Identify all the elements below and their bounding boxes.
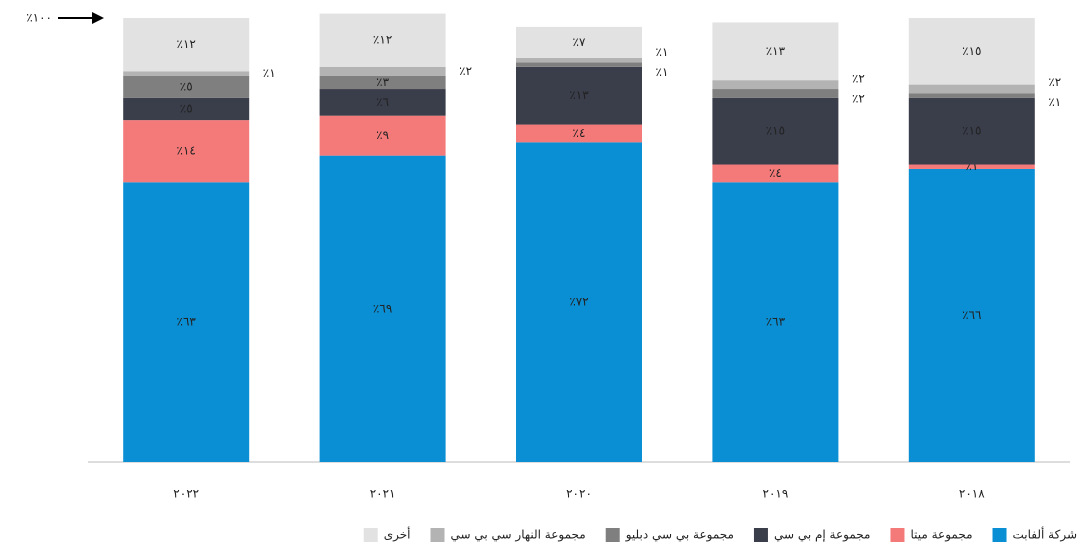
value-label: ٪٦: [376, 95, 389, 109]
legend-label: مجموعة إم بي سي: [774, 528, 871, 543]
value-label-outside: ٪١: [656, 45, 669, 59]
bar-segment: [712, 182, 839, 462]
bar-segment: [516, 26, 642, 58]
value-label: ٪١٥: [962, 124, 981, 138]
legend-swatch: [890, 528, 905, 542]
x-tick-label: ٢٠٢٠: [566, 487, 592, 501]
value-label-outside: ٪١: [656, 65, 669, 79]
bar-segment: [516, 62, 642, 67]
value-label: ٪١٥: [766, 124, 785, 138]
value-label: ٪٦٩: [373, 301, 392, 315]
value-label: ٪٤: [769, 166, 782, 180]
bar-segment: [123, 120, 250, 183]
legend-label: مجموعة بي سي دبليو: [625, 528, 734, 543]
value-label: ٪٧: [573, 35, 586, 49]
value-label: ٪١٥: [962, 44, 981, 58]
value-label-outside: ٪٢: [1048, 75, 1061, 89]
x-tick-label: ٢٠١٨: [959, 487, 985, 501]
legend-label: شركة ألفابت: [1013, 527, 1077, 543]
value-label: ٪٩: [376, 128, 389, 142]
legend-swatch: [753, 528, 768, 542]
bar-segment: [712, 164, 839, 183]
value-label: ٪١٢: [177, 37, 196, 51]
bar-segment: [712, 97, 839, 165]
bar-segment: [123, 97, 250, 121]
legend-label: مجموعة النهار سي بي سي: [451, 528, 586, 543]
legend-swatch: [992, 528, 1007, 542]
value-label-outside: ٪٢: [459, 64, 472, 78]
bar-segment: [908, 18, 1035, 85]
bar-segment: [908, 84, 1035, 94]
value-label-outside: ٪١: [1048, 95, 1061, 109]
value-label: ٪٧٢: [569, 295, 588, 309]
bar-segment: [123, 182, 250, 462]
bar-segment: [712, 80, 839, 90]
bar-segment: [516, 124, 642, 143]
y-tick-label: ٪١٠٠: [26, 11, 52, 25]
value-label: ٪٦٣: [766, 315, 786, 329]
bar-segment: [908, 93, 1035, 98]
bar-segment: [908, 168, 1035, 462]
value-label: ٪٥: [180, 102, 193, 116]
legend-swatch: [430, 528, 445, 542]
value-label: ٪١٣: [766, 44, 786, 58]
bar-segment: [319, 13, 446, 67]
bar-segment: [319, 155, 446, 462]
value-label: ٪٤: [573, 126, 586, 140]
bar-segment: [319, 75, 446, 90]
legend-swatch: [363, 528, 378, 542]
x-tick-label: ٢٠٢١: [370, 487, 396, 501]
value-label: ٪١٢: [373, 33, 392, 47]
value-label: ٪٦٦: [962, 308, 981, 322]
bar-segment: [516, 142, 642, 462]
bar-segment: [516, 66, 642, 125]
arrow-head: [92, 12, 104, 24]
bar-segment: [123, 75, 250, 98]
bar-segment: [712, 89, 839, 98]
value-label: ٪١٣: [569, 88, 589, 102]
value-label-outside: ٪٢: [852, 72, 865, 86]
bar-segment: [319, 89, 446, 116]
x-tick-label: ٢٠٢٢: [173, 487, 199, 501]
bar-segment: [123, 18, 250, 72]
bar-segment: [516, 57, 642, 63]
value-label: ٪٣: [376, 75, 389, 89]
value-label: ٪٥: [180, 79, 193, 93]
bar-segment: [319, 66, 446, 76]
legend-label: مجموعة ميتا: [910, 528, 972, 543]
x-tick-label: ٢٠١٩: [763, 487, 789, 501]
bar-segment: [123, 71, 250, 76]
bar-segment: [908, 97, 1035, 165]
value-label: ٪٦٣: [177, 315, 197, 329]
value-label-outside: ٪٢: [852, 92, 865, 106]
value-label: ٪١٤: [177, 144, 196, 158]
bar-segment: [319, 115, 446, 156]
bar-segment: [712, 22, 839, 81]
legend-label: أخرى: [384, 527, 411, 543]
value-label-outside: ٪١: [263, 66, 276, 80]
bar-segment: [908, 164, 1035, 169]
legend-swatch: [605, 528, 620, 542]
